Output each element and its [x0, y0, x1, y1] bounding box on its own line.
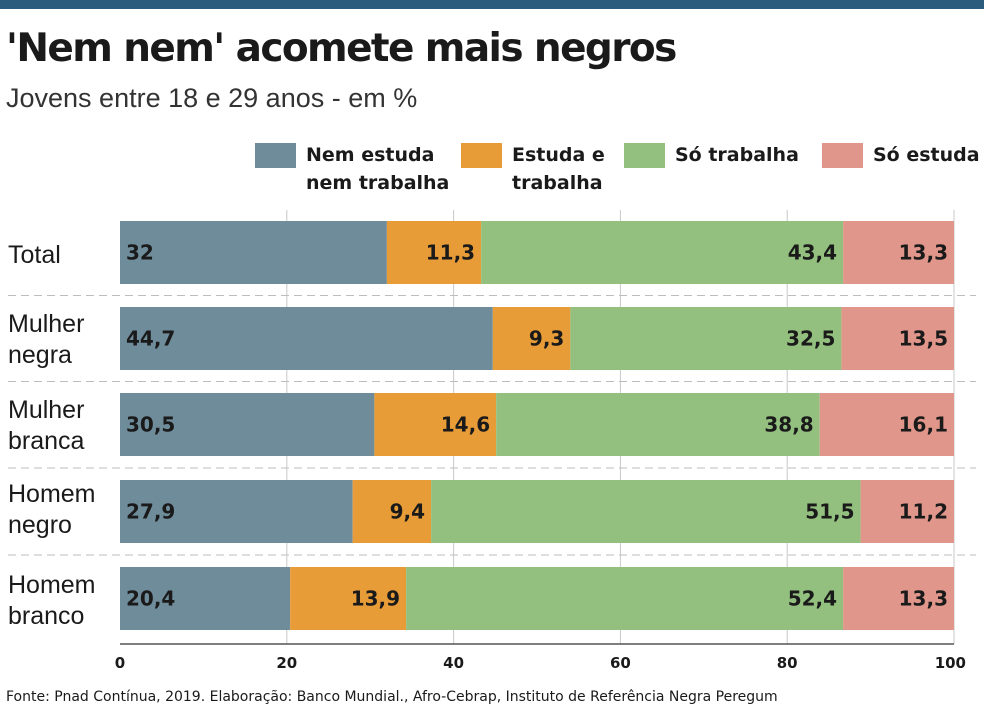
bar-segment	[860, 480, 954, 543]
x-tick-label: 80	[777, 654, 798, 672]
data-label: 27,9	[126, 500, 175, 524]
bar-segment	[496, 393, 820, 456]
bar-segment	[431, 480, 861, 543]
legend-item-so-estuda: Só estuda	[822, 141, 980, 169]
legend-item-estuda-e-trabalha: Estuda e trabalha	[461, 141, 605, 197]
legend-label: Nem estuda nem trabalha	[306, 144, 450, 194]
data-label: 11,3	[426, 241, 475, 265]
data-label: 11,2	[899, 500, 948, 524]
data-label: 44,7	[126, 327, 175, 351]
row-label-homem-branco: Homem branco	[8, 571, 96, 630]
data-label: 13,3	[899, 587, 948, 611]
data-label: 16,1	[899, 413, 948, 437]
bar-segment	[120, 567, 291, 630]
bar-segment	[492, 307, 571, 370]
bar-segment	[120, 307, 493, 370]
bar-segment	[290, 567, 407, 630]
legend-label: Só trabalha	[675, 144, 799, 166]
data-label: 20,4	[126, 587, 175, 611]
bar-segment	[570, 307, 842, 370]
bar-segment	[843, 221, 954, 284]
bar-segment	[406, 567, 844, 630]
data-label: 38,8	[764, 413, 813, 437]
bar-segment	[386, 221, 482, 284]
data-label: 30,5	[126, 413, 175, 437]
legend-item-so-trabalha: Só trabalha	[624, 141, 799, 169]
source-note: Fonte: Pnad Contínua, 2019. Elaboração: …	[6, 689, 778, 705]
bar-segment	[120, 480, 353, 543]
x-tick-label: 100	[935, 654, 966, 672]
x-tick-label: 20	[276, 654, 297, 672]
data-label: 13,5	[899, 327, 948, 351]
x-tick-label: 0	[115, 654, 125, 672]
legend-swatch	[822, 143, 863, 168]
data-label: 9,4	[390, 500, 425, 524]
data-label: 14,6	[441, 413, 490, 437]
legend-item-nem-estuda-nem-trabalha: Nem estuda nem trabalha	[255, 141, 449, 197]
row-label-total: Total	[8, 241, 61, 269]
bar-segment	[352, 480, 432, 543]
bar-segment	[819, 393, 954, 456]
data-label: 13,9	[351, 587, 400, 611]
data-label: 43,4	[788, 241, 837, 265]
chart-subtitle: Jovens entre 18 e 29 anos - em %	[6, 83, 418, 113]
legend-swatch	[461, 143, 502, 168]
bar-segment	[120, 221, 387, 284]
bar-segment	[120, 393, 375, 456]
data-label: 9,3	[529, 327, 564, 351]
row-label-homem-negro: Homem negro	[8, 480, 96, 539]
bar-segment	[843, 567, 954, 630]
data-label: 32,5	[786, 327, 835, 351]
legend-swatch	[624, 143, 665, 168]
row-label-mulher-negra: Mulher negra	[8, 310, 85, 369]
chart-title: 'Nem nem' acomete mais negros	[6, 26, 677, 71]
bar-segment	[481, 221, 844, 284]
legend-label: Só estuda	[873, 144, 980, 166]
x-tick-label: 60	[610, 654, 631, 672]
data-label: 13,3	[899, 241, 948, 265]
data-label: 52,4	[788, 587, 837, 611]
legend-label: Estuda e trabalha	[512, 144, 605, 194]
bar-segment	[374, 393, 497, 456]
row-label-mulher-branca: Mulher branca	[8, 396, 85, 455]
header-bar	[0, 0, 984, 9]
data-label: 32	[126, 241, 154, 265]
bar-segment	[841, 307, 954, 370]
x-tick-label: 40	[443, 654, 464, 672]
legend-swatch	[255, 143, 296, 168]
data-label: 51,5	[805, 500, 854, 524]
